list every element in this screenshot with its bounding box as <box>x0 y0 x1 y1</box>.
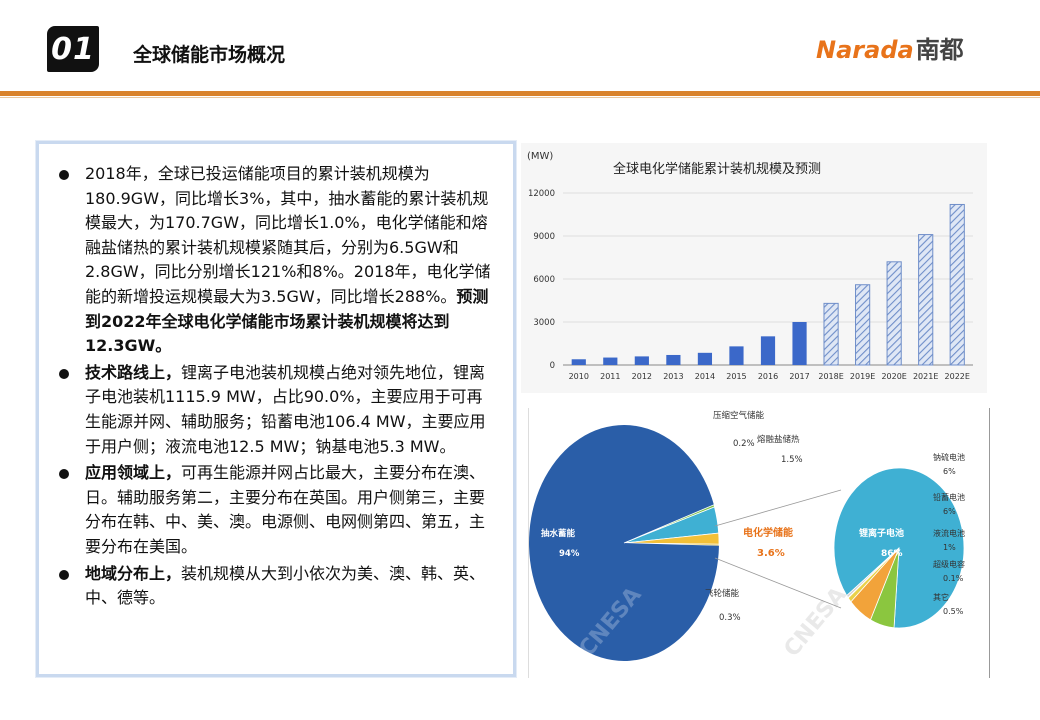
main-pie-value: 0.2% <box>733 439 755 449</box>
bullet-bold-text: 地域分布上， <box>85 563 182 583</box>
bar-2012 <box>634 356 649 365</box>
sub-pie-value: 0.5% <box>943 607 964 616</box>
bullet-dot-icon <box>59 368 69 379</box>
x-tick-label: 2021E <box>913 372 938 381</box>
sub-pie-slice-5 <box>846 547 900 599</box>
x-tick-label: 2012 <box>632 372 652 381</box>
bullet-text: 可再生能源并网占比最大，主要分布在澳、日。辅助服务第二，主要分布在英国。用户侧第… <box>85 463 486 556</box>
bullet-text: 2018年，全球已投运储能项目的累计装机规模为180.9GW，同比增长3%，其中… <box>85 164 491 306</box>
x-tick-label: 2016 <box>758 372 778 381</box>
bar-2015 <box>729 346 744 365</box>
main-pie-value: 3.6% <box>757 548 785 559</box>
main-pie-value: 94% <box>559 549 580 559</box>
y-tick-label: 0 <box>550 361 555 371</box>
main-pie-label: 熔融盐储热 <box>757 434 800 445</box>
bullet-item: 2018年，全球已投运储能项目的累计装机规模为180.9GW，同比增长3%，其中… <box>53 162 495 359</box>
bar-chart-panel: (MW) 全球电化学储能累计装机规模及预测 0 3000 6000 9000 12000 20… <box>521 143 987 393</box>
bullet-dot-icon <box>59 469 69 480</box>
main-pie-value: 0.3% <box>719 613 741 623</box>
bar-2020E <box>886 261 902 366</box>
header-divider <box>0 91 1040 96</box>
main-pie-label: 抽水蓄能 <box>541 528 576 539</box>
pie-chart-panel: 抽水蓄能 94% 电化学储能 3.6% 熔融盐储热 1.5% 压缩空气储能 0.2% 飞轮储能 0… <box>528 408 990 678</box>
main-pie-slice-3 <box>623 542 720 547</box>
summary-text-box: 2018年，全球已投运储能项目的累计装机规模为180.9GW，同比增长3%，其中… <box>36 141 516 677</box>
bar-2014 <box>697 352 713 365</box>
x-tick-label: 2013 <box>663 372 683 381</box>
main-pie-value: 1.5% <box>781 455 803 465</box>
bullet-text: 锂离子电池装机规模占绝对领先地位，锂离子电池装机1115.9 MW，占比90.0… <box>85 362 486 456</box>
sub-pie-label: 锂离子电池 <box>859 527 904 539</box>
sub-pie-label: 超级电容 <box>933 559 965 569</box>
bullet-bold-text: 技术路线上， <box>85 362 182 382</box>
connector-line <box>714 557 842 609</box>
main-pie-label: 压缩空气储能 <box>713 410 765 421</box>
page-title: 全球储能市场概况 <box>133 44 286 66</box>
bar-2018E <box>823 302 839 366</box>
x-tick-label: 2017 <box>789 372 809 381</box>
bullet-bold-text: 应用领域上， <box>85 463 182 483</box>
x-tick-label: 2020E <box>881 372 906 381</box>
bullet-dot-icon <box>59 569 69 580</box>
logo-cn: 南都 <box>915 36 964 64</box>
bar-2011 <box>603 357 618 365</box>
sub-pie-label: 液流电池 <box>933 528 965 538</box>
main-pie-slice-0 <box>529 425 719 661</box>
y-tick-label: 12000 <box>528 189 555 199</box>
header-bar: 01 全球储能市场概况 Narada南都 <box>0 0 1040 92</box>
bullet-list: 2018年，全球已投运储能项目的累计装机规模为180.9GW，同比增长3%，其中… <box>39 144 513 611</box>
bullet-item: 应用领域上，可再生能源并网占比最大，主要分布在澳、日。辅助服务第二，主要分布在英… <box>53 461 495 559</box>
main-pie-label: 飞轮储能 <box>705 588 740 599</box>
x-tick-label: 2019E <box>850 372 875 381</box>
y-tick-label: 6000 <box>533 275 555 285</box>
bullet-text: 装机规模从大到小依次为美、澳、韩、英、中、德等。 <box>85 563 486 608</box>
x-tick-label: 2015 <box>726 372 746 381</box>
bar-2010 <box>571 359 586 365</box>
watermark-text: CNESA <box>779 583 851 662</box>
bullet-item: 地域分布上，装机规模从大到小依次为美、澳、韩、英、中、德等。 <box>53 562 495 611</box>
sub-pie-value: 86% <box>881 549 903 559</box>
y-tick-label: 3000 <box>533 318 555 328</box>
header-divider-thin <box>0 97 1040 98</box>
narada-logo: Narada南都 <box>816 30 964 65</box>
bar-2022E <box>949 203 965 366</box>
sub-pie-label: 钠硫电池 <box>933 452 965 462</box>
bullet-dot-icon <box>59 170 69 180</box>
y-tick-label: 9000 <box>533 232 555 242</box>
bar-2013 <box>666 354 681 365</box>
bullet-bold-text: 预测到2022年全球电化学储能市场累计装机规模将达到12.3GW。 <box>85 286 489 356</box>
bar-chart-title: 全球电化学储能累计装机规模及预测 <box>613 161 821 177</box>
sub-pie-value: 1% <box>943 543 956 552</box>
bar-2016 <box>760 336 776 365</box>
sub-pie-label: 其它 <box>933 592 949 602</box>
bullet-item: 技术路线上，锂离子电池装机规模占绝对领先地位，锂离子电池装机1115.9 MW，… <box>53 361 495 459</box>
sub-pie-value: 0.1% <box>943 574 964 583</box>
x-tick-label: 2022E <box>945 372 970 381</box>
section-number-badge: 01 <box>47 26 99 72</box>
bar-chart: (MW) 全球电化学储能累计装机规模及预测 0 3000 6000 9000 12000 20… <box>527 151 973 381</box>
bar-2019E <box>855 284 871 366</box>
y-axis-unit-label: (MW) <box>527 151 553 162</box>
x-tick-label: 2010 <box>569 372 589 381</box>
sub-pie-value: 6% <box>943 467 956 476</box>
pie-chart: 抽水蓄能 94% 电化学储能 3.6% 熔融盐储热 1.5% 压缩空气储能 0.2% 飞轮储能 0… <box>529 410 965 662</box>
logo-latin: Narada <box>816 36 914 64</box>
connector-line <box>714 489 842 527</box>
main-pie-slice-4 <box>623 504 715 544</box>
sub-pie-label: 铅蓄电池 <box>933 492 965 502</box>
main-pie-label: 电化学储能 <box>743 526 793 539</box>
bar-2017 <box>792 322 807 365</box>
sub-pie-value: 6% <box>943 507 956 516</box>
x-tick-label: 2018E <box>818 372 843 381</box>
x-tick-label: 2014 <box>695 372 715 381</box>
x-tick-label: 2011 <box>600 372 620 381</box>
bar-2021E <box>918 234 934 366</box>
